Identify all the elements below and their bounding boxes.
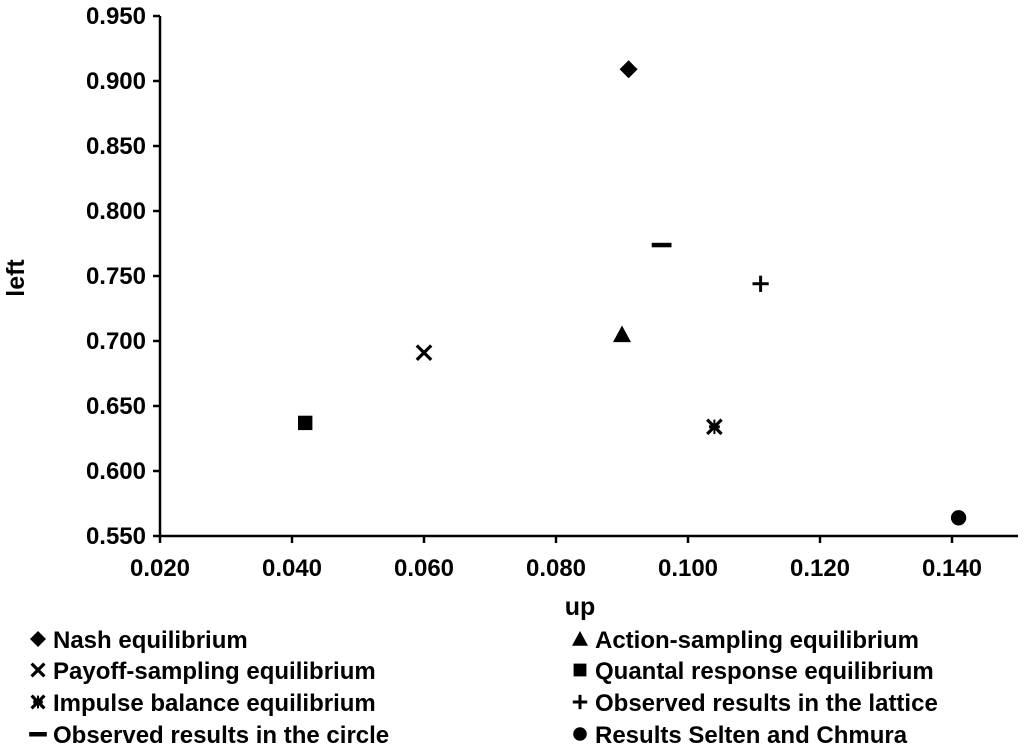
legend-item-observed-results-in-the-circle: Observed results in the circle [29, 722, 389, 749]
y-tick-label: 0.750 [86, 263, 146, 290]
y-axis-title: left [2, 259, 30, 297]
y-tick-label: 0.550 [86, 523, 146, 550]
y-tick-label: 0.900 [86, 68, 146, 95]
legend-label: Quantal response equilibrium [595, 658, 934, 685]
legend-marker-results-selten-and-chmura [573, 727, 587, 741]
legend-label: Impulse balance equilibrium [53, 690, 376, 717]
y-tick-label: 0.800 [86, 198, 146, 225]
legend-item-results-selten-and-chmura: Results Selten and Chmura [573, 722, 908, 749]
data-point-results-selten-and-chmura [950, 510, 967, 526]
y-tick-label: 0.850 [86, 133, 146, 160]
legend-label: Observed results in the lattice [595, 690, 938, 717]
data-point-impulse-balance-equilibrium [706, 418, 723, 436]
legend-item-nash-equilibrium: Nash equilibrium [30, 627, 248, 654]
legend-marker-impulse-balance-equilibrium [30, 694, 46, 710]
legend-label: Payoff-sampling equilibrium [53, 658, 376, 685]
legend-marker-observed-results-in-the-lattice [572, 694, 588, 710]
x-tick-label: 0.040 [262, 555, 322, 582]
legend-label: Observed results in the circle [53, 722, 389, 749]
data-point-action-sampling-equilibrium [613, 325, 631, 343]
data-point-nash-equilibrium [619, 60, 638, 79]
data-point-quantal-response-equilibrium [298, 415, 313, 431]
x-tick-label: 0.120 [790, 555, 850, 582]
x-tick-label: 0.020 [130, 555, 190, 582]
x-tick-label: 0.100 [658, 555, 718, 582]
legend-marker-payoff-sampling-equilibrium [30, 662, 46, 678]
y-tick-label: 0.950 [86, 3, 146, 30]
y-tick-label: 0.650 [86, 393, 146, 420]
legend-item-quantal-response-equilibrium: Quantal response equilibrium [573, 658, 934, 685]
legend-label: Nash equilibrium [53, 627, 248, 654]
axes [158, 16, 1018, 538]
legend: Nash equilibrium Action-sampling equilibr… [29, 627, 938, 749]
legend-label: Action-sampling equilibrium [595, 627, 919, 654]
y-axis-ticks: 0.550 0.600 0.650 0.700 0.750 0.800 0.850 0.900… [86, 3, 160, 550]
y-tick-label: 0.600 [86, 458, 146, 485]
x-tick-label: 0.140 [922, 555, 982, 582]
legend-item-action-sampling-equilibrium: Action-sampling equilibrium [572, 627, 919, 654]
data-point-payoff-sampling-equilibrium [415, 344, 433, 362]
data-point-observed-results-in-the-lattice [752, 275, 769, 292]
data-points [298, 60, 967, 526]
x-axis-ticks: 0.020 0.040 0.060 0.080 0.100 0.120 0.140 [130, 536, 982, 582]
legend-marker-action-sampling-equilibrium [572, 631, 588, 646]
x-axis-title: up [565, 593, 596, 621]
legend-marker-quantal-response-equilibrium [573, 663, 587, 677]
data-point-observed-results-in-the-circle [651, 242, 672, 248]
legend-item-impulse-balance-equilibrium: Impulse balance equilibrium [30, 690, 376, 717]
y-tick-label: 0.700 [86, 328, 146, 355]
legend-marker-observed-results-in-the-circle [29, 732, 47, 737]
legend-marker-nash-equilibrium [30, 631, 46, 647]
legend-item-payoff-sampling-equilibrium: Payoff-sampling equilibrium [30, 658, 376, 685]
legend-item-observed-results-in-the-lattice: Observed results in the lattice [572, 690, 938, 717]
x-tick-label: 0.080 [526, 555, 586, 582]
legend-label: Results Selten and Chmura [595, 722, 908, 749]
x-tick-label: 0.060 [394, 555, 454, 582]
